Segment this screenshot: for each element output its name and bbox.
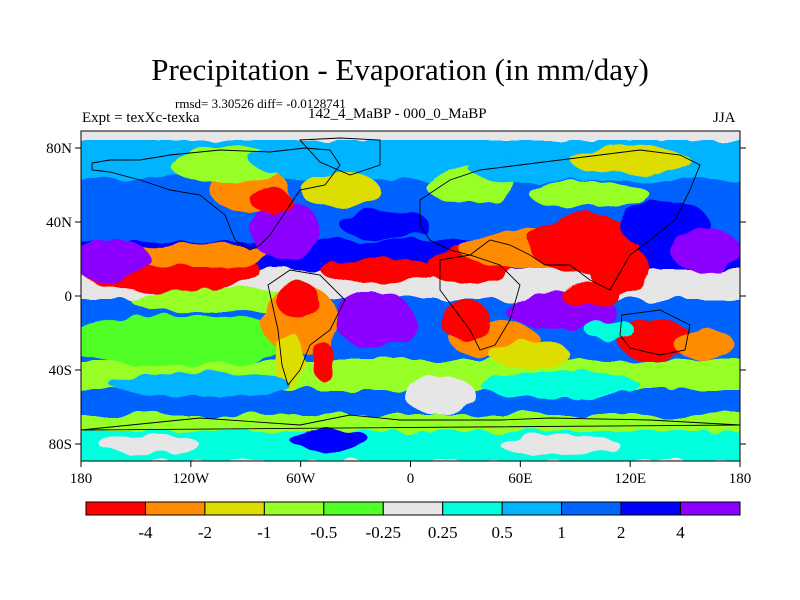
lat-tick-label: 80N [46,141,72,157]
colorbar-label: -0.5 [310,523,337,542]
rmsd-diff-stats: rmsd= 3.30526 diff= -0.0128741 [175,96,346,111]
colorbar-swatch [323,501,384,516]
lon-tick-label: 180 [70,471,93,487]
colorbar-label: 0.5 [492,523,513,542]
precip-minus-evap-field [81,131,740,461]
colorbar-swatch [204,501,265,516]
experiment-label: Expt = texXc-texka [82,110,200,126]
colorbar-swatch [561,501,622,516]
colorbar-swatch [263,501,325,516]
colorbar-swatch [85,501,146,516]
lon-tick-label: 60E [508,471,532,487]
lon-tick-label: 120E [614,471,646,487]
lon-tick-label: 120W [172,471,210,487]
colorbar-label: 2 [617,523,626,542]
colorbar-label: 0.25 [428,523,458,542]
colorbar-label: 4 [676,523,685,542]
colorbar-label: -2 [198,523,212,542]
longitude-axis: 180 120W 60W 0 60E 120E 180 [70,461,752,487]
lon-tick-label: 180 [729,471,752,487]
colorbar-label: -0.25 [366,523,401,542]
experiment-comparison: 142_4_MaBP - 000_0_MaBP [308,106,487,122]
lon-tick-label: 60W [286,471,316,487]
colorbar-swatch [501,501,563,516]
colorbar-swatch [442,501,503,516]
colorbar-swatch [144,501,206,516]
colorbar-swatch [680,501,741,516]
colorbar-label: -4 [138,523,153,542]
lat-tick-label: 40N [46,215,72,231]
season-label: JJA [713,110,736,126]
lat-tick-label: 80S [49,437,72,453]
colorbar-swatch [620,501,682,516]
colorbar-label: -1 [257,523,271,542]
plot-title: Precipitation - Evaporation (in mm/day) [151,52,649,87]
lat-tick-label: 0 [65,289,73,305]
colorbar-label: 1 [557,523,566,542]
lon-tick-label: 0 [407,471,415,487]
coastlines [81,137,740,431]
lat-tick-label: 40S [49,363,72,379]
colorbar-swatch [382,501,444,516]
latitude-axis: 80N 40N 0 40S 80S [46,141,746,453]
colorbar: -4 -2 -1 -0.5 -0.25 0.25 0.5 1 2 4 [85,501,741,542]
